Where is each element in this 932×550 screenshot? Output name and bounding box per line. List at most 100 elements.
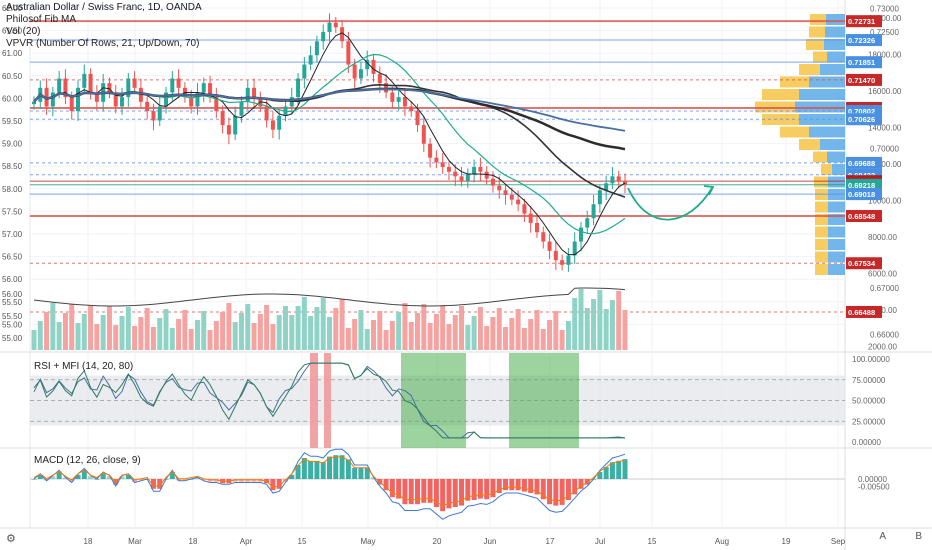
volume-bar bbox=[213, 321, 219, 350]
rsi-axis-tick: 25.00000 bbox=[852, 417, 886, 426]
rsi-mfi-label[interactable]: RSI + MFI (14, 20, 80) bbox=[34, 361, 134, 372]
macd-hist-bar bbox=[440, 479, 446, 512]
volume-ma-line bbox=[33, 287, 626, 307]
macd-hist-bar bbox=[333, 455, 339, 479]
candle-body bbox=[264, 106, 269, 121]
macd-hist-bar bbox=[31, 479, 37, 480]
macd-hist-bar bbox=[421, 479, 427, 503]
x-axis-tick: Jul bbox=[595, 537, 605, 546]
macd-hist-bar bbox=[540, 479, 546, 500]
x-axis-tick: May bbox=[360, 537, 375, 546]
volume-bar bbox=[308, 316, 314, 350]
volume-bar bbox=[415, 313, 421, 350]
macd-hist-bar bbox=[358, 467, 364, 479]
volume-bar bbox=[352, 319, 358, 350]
price-level-label: 0.69688 bbox=[848, 159, 875, 168]
macd-label[interactable]: MACD (12, 26, close, 9) bbox=[34, 455, 141, 466]
vpvr-up-bar bbox=[809, 76, 845, 88]
candle-body bbox=[390, 92, 395, 102]
volume-bar bbox=[490, 317, 496, 350]
candle-body bbox=[50, 92, 55, 107]
candle-body bbox=[434, 157, 439, 163]
volume-bar bbox=[622, 310, 628, 350]
chart-legend: Australian Dollar / Swiss Franc, 1D, OAN… bbox=[6, 2, 202, 50]
x-axis-tick: 18 bbox=[84, 537, 93, 546]
vpvr-up-bar bbox=[824, 39, 845, 50]
candle-body bbox=[459, 176, 464, 181]
volume-bar bbox=[220, 312, 226, 350]
left-axis-tick: 59.50 bbox=[2, 117, 23, 126]
vpvr-up-bar bbox=[799, 89, 845, 100]
left-axis-tick: 56.00 bbox=[2, 275, 23, 284]
candle-body bbox=[88, 73, 93, 93]
candle-body bbox=[245, 87, 250, 102]
candle-body bbox=[421, 125, 426, 144]
volume-bar bbox=[377, 311, 383, 350]
macd-hist-bar bbox=[597, 472, 603, 479]
candle-body bbox=[616, 176, 621, 181]
candle-body bbox=[509, 194, 514, 200]
volume-bar bbox=[125, 307, 131, 350]
macd-hist-bar bbox=[339, 455, 345, 479]
volume-bar bbox=[584, 308, 590, 350]
macd-hist-bar bbox=[320, 462, 326, 479]
macd-hist-bar bbox=[62, 477, 68, 479]
price-level-badge bbox=[846, 113, 882, 126]
volume-bar bbox=[515, 309, 521, 350]
macd-hist-bar bbox=[553, 479, 559, 506]
macd-hist-bar bbox=[559, 479, 565, 505]
vpvr-up-bar bbox=[820, 64, 845, 75]
vpvr-up-bar bbox=[826, 14, 845, 25]
macd-hist-bar bbox=[609, 462, 615, 479]
vpvr-up-bar bbox=[828, 239, 845, 250]
candle-body bbox=[541, 232, 546, 242]
axis-b-button[interactable]: B bbox=[915, 531, 922, 542]
candle-body bbox=[170, 78, 175, 93]
volume-bar bbox=[188, 329, 194, 350]
x-axis-tick: 20 bbox=[433, 537, 442, 546]
macd-hist-bar bbox=[534, 479, 540, 495]
vpvr-up-bar bbox=[828, 201, 845, 213]
volume-bar bbox=[559, 330, 565, 350]
volume-bar bbox=[609, 300, 615, 350]
macd-hist-bar bbox=[515, 479, 521, 491]
volume-bar bbox=[452, 315, 458, 350]
macd-signal-line bbox=[33, 456, 626, 507]
candle-body bbox=[239, 101, 244, 116]
macd-hist-bar bbox=[50, 476, 56, 479]
volume-bar bbox=[547, 320, 553, 350]
vpvr-down-bar bbox=[815, 251, 828, 263]
candle-body bbox=[340, 27, 345, 42]
vpvr-down-bar bbox=[799, 139, 820, 150]
indicator-fib-ma-label[interactable]: Philosof Fib MA bbox=[6, 14, 77, 25]
macd-hist-bar bbox=[565, 479, 571, 500]
macd-hist-bar bbox=[547, 479, 553, 505]
macd-hist-bar bbox=[459, 479, 465, 506]
volume-bar bbox=[119, 316, 125, 350]
candle-body bbox=[296, 78, 301, 98]
rsi-red-zone bbox=[310, 353, 318, 448]
macd-hist-bar bbox=[345, 459, 351, 479]
volume-bar bbox=[75, 323, 81, 350]
candle-body bbox=[327, 22, 332, 32]
volume-bar bbox=[150, 327, 156, 350]
price-axis-tick: 0.73000 bbox=[870, 5, 899, 14]
candle-body bbox=[157, 106, 162, 121]
rsi-axis-tick: 50.00000 bbox=[852, 397, 886, 406]
candle-body bbox=[302, 64, 307, 79]
indicator-vpvr-label[interactable]: VPVR (Number Of Rows, 21, Up/Down, 70) bbox=[6, 38, 200, 49]
axis-a-button[interactable]: A bbox=[879, 531, 886, 542]
macd-hist-bar bbox=[270, 479, 276, 491]
macd-hist-bar bbox=[616, 460, 622, 479]
candle-body bbox=[151, 111, 156, 121]
volume-bar bbox=[484, 326, 490, 350]
indicator-volume-label[interactable]: Vol (20) bbox=[6, 26, 41, 37]
macd-hist-bar bbox=[408, 479, 414, 505]
candle-body bbox=[69, 97, 74, 112]
candle-body bbox=[377, 73, 382, 84]
macd-hist-bar bbox=[415, 479, 421, 505]
macd-hist-bar bbox=[44, 479, 50, 481]
volume-bar bbox=[238, 313, 244, 350]
gear-icon[interactable]: ⚙ bbox=[6, 533, 16, 545]
